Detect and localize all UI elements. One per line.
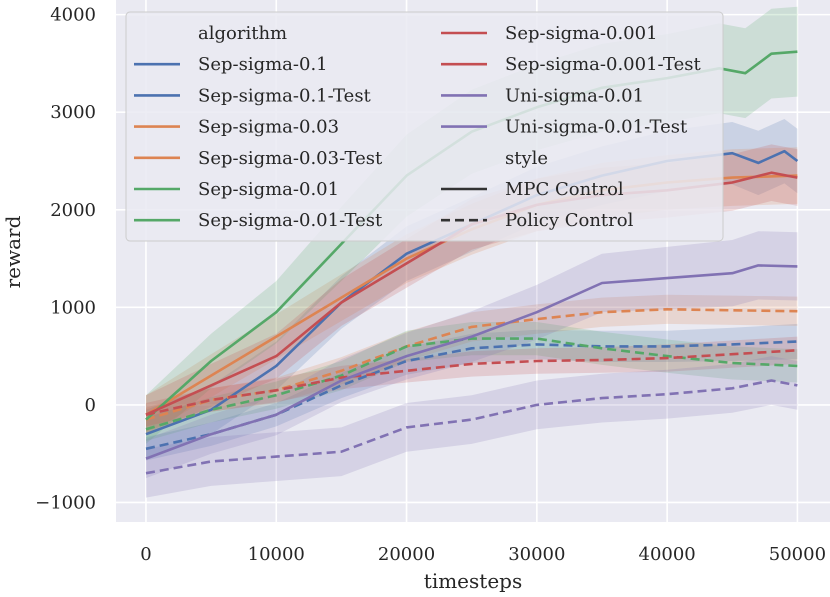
x-tick-label: 10000	[248, 544, 305, 565]
y-axis-label: reward	[1, 215, 25, 288]
y-tick-label: 1000	[50, 297, 96, 318]
band-uni-sigma-001-test	[146, 356, 798, 498]
x-tick-label: 30000	[508, 544, 565, 565]
legend-frame	[125, 11, 724, 242]
x-tick-label: 0	[140, 544, 151, 565]
legend-entry: Sep-sigma-0.001-Test	[505, 54, 701, 75]
y-tick-label: 4000	[50, 5, 96, 26]
legend-style-entry: Policy Control	[505, 210, 634, 231]
legend-entry: Sep-sigma-0.1	[198, 54, 328, 75]
legend-entry: Uni-sigma-0.01	[505, 85, 644, 106]
y-tick-label: 3000	[50, 102, 96, 123]
line-sep-sigma-003-test	[145, 307, 798, 421]
legend: algorithm Sep-sigma-0.1 Sep-sigma-0.1-Test…	[125, 11, 724, 242]
legend-entry: Uni-sigma-0.01-Test	[505, 117, 688, 138]
line-uni-sigma-001	[145, 264, 798, 460]
legend-title-style: style	[505, 148, 548, 169]
x-tick-label: 20000	[378, 544, 435, 565]
y-tick-label: 0	[85, 395, 96, 416]
legend-entry: Sep-sigma-0.01	[198, 179, 339, 200]
x-tick-label: 40000	[639, 544, 696, 565]
x-axis-label: timesteps	[424, 569, 522, 593]
legend-entry: Sep-sigma-0.03	[198, 117, 339, 138]
x-tick-label: 50000	[769, 544, 826, 565]
legend-entry: Sep-sigma-0.001	[505, 23, 658, 44]
tick-labels: 0 10000 20000 30000 40000 50000 −1000 0 1000 2000…	[35, 5, 826, 565]
legend-entry: Sep-sigma-0.1-Test	[198, 85, 372, 106]
legend-entry: Sep-sigma-0.01-Test	[198, 210, 383, 231]
band-sep-sigma-001-test	[146, 322, 798, 441]
band-uni-sigma-001	[146, 231, 798, 479]
line-uni-sigma-001-test	[145, 379, 798, 475]
legend-style-entry: MPC Control	[505, 179, 624, 200]
line-sep-sigma-0001-test	[145, 349, 798, 416]
legend-entry: Sep-sigma-0.03-Test	[198, 148, 383, 169]
band-sep-sigma-003-test	[146, 294, 798, 432]
y-tick-label: 2000	[50, 200, 96, 221]
line-sep-sigma-001-test	[145, 337, 798, 431]
y-tick-label: −1000	[35, 492, 96, 513]
legend-title-algorithm: algorithm	[198, 23, 287, 44]
